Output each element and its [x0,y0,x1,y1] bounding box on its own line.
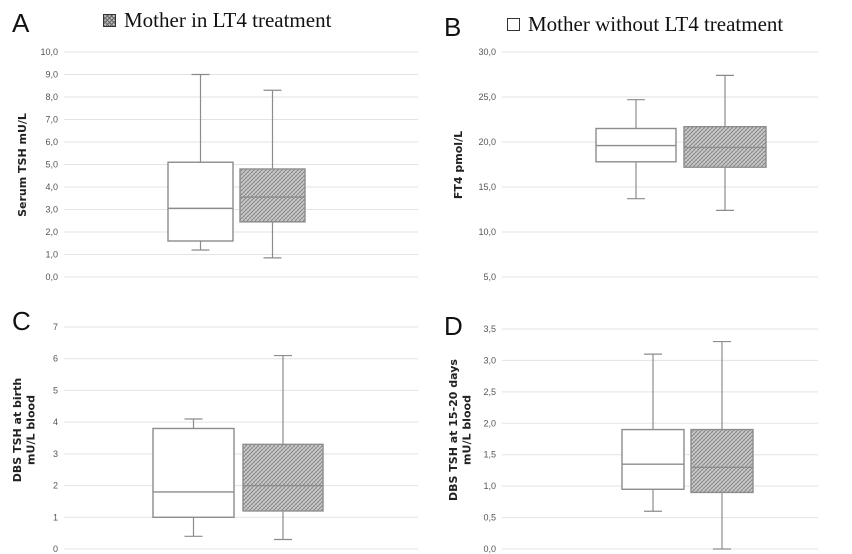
y-tick-label-d: 2,0 [483,418,496,428]
y-tick-label-b: 15,0 [478,182,496,192]
y-tick-label-a: 4,0 [45,182,58,192]
box-treated-d [690,340,754,550]
y-axis-label-b: FT4 pmol/L [452,131,465,199]
box-treated-b [683,74,767,211]
panel-c: 0 1 2 3 4 5 6 7 DBS TSH at birthmU/L blood [11,322,418,554]
y-tick-label-d: 0,5 [483,513,496,523]
panel-letter-a: A [12,8,30,38]
y-tick-label-c: 3 [53,449,58,459]
box-untreated-c [152,418,235,537]
y-tick-label-d: 1,5 [483,450,496,460]
y-tick-label-a: 5,0 [45,160,58,170]
y-tick-label-b: 5,0 [483,272,496,282]
panel-letter-b: B [444,12,462,42]
y-axis-label-d: DBS TSH at 15-20 daysmU/L blood [447,359,474,501]
y-tick-label-d: 1,0 [483,481,496,491]
y-tick-label-d: 2,5 [483,387,496,397]
y-tick-label-a: 1,0 [45,250,58,260]
y-tick-label-c: 7 [53,322,58,332]
y-tick-label-c: 6 [53,354,58,364]
y-tick-label-c: 4 [53,417,58,427]
y-tick-label-b: 30,0 [478,47,496,57]
box-untreated-a [167,73,234,251]
y-tick-label-a: 6,0 [45,137,58,147]
box-untreated-b [595,99,677,200]
legend-treated-label: Mother in LT4 treatment [124,8,332,32]
legend-treated: Mother in LT4 treatment [103,8,331,33]
y-tick-label-c: 0 [53,544,58,554]
y-tick-label-d: 0,0 [483,544,496,554]
y-tick-label-d: 3,5 [483,324,496,334]
y-tick-label-c: 2 [53,481,58,491]
panel-a: 0,0 1,0 2,0 3,0 4,0 5,0 6,0 7,0 8,0 9,0 10,0 Serum … [16,47,418,282]
y-tick-label-a: 3,0 [45,205,58,215]
box-untreated-d [621,353,685,512]
y-tick-label-b: 10,0 [478,227,496,237]
panel-d: 0,0 0,5 1,0 1,5 2,0 2,5 3,0 3,5 DBS TSH at 15-20… [447,324,818,554]
y-tick-label-b: 20,0 [478,137,496,147]
y-tick-label-a: 7,0 [45,115,58,125]
box-iqr [690,428,754,494]
box-iqr [242,443,324,512]
panel-letter-c: C [12,306,31,336]
y-axis-label-c: DBS TSH at birthmU/L blood [11,378,38,482]
box-iqr [621,428,685,490]
legend-treated-swatch [103,14,116,27]
box-iqr [167,161,234,242]
legend-untreated: Mother without LT4 treatment [507,12,783,37]
box-treated-a [239,89,306,259]
panel-letter-d: D [444,311,463,341]
y-tick-label-a: 10,0 [40,47,58,57]
legend-untreated-swatch [507,18,520,31]
y-axis-label-a: Serum TSH mU/L [16,113,29,217]
box-iqr [152,427,235,518]
y-tick-label-d: 3,0 [483,355,496,365]
y-tick-label-c: 1 [53,512,58,522]
y-tick-label-a: 9,0 [45,70,58,80]
y-tick-label-a: 8,0 [45,92,58,102]
legend-untreated-label: Mother without LT4 treatment [528,12,784,36]
y-tick-label-a: 2,0 [45,227,58,237]
box-iqr [239,168,306,223]
y-tick-label-b: 25,0 [478,92,496,102]
y-tick-label-a: 0,0 [45,272,58,282]
panel-b: 5,0 10,0 15,0 20,0 25,0 30,0 FT4 pmol/L [452,47,818,282]
box-treated-c [242,354,324,541]
y-tick-label-c: 5 [53,385,58,395]
